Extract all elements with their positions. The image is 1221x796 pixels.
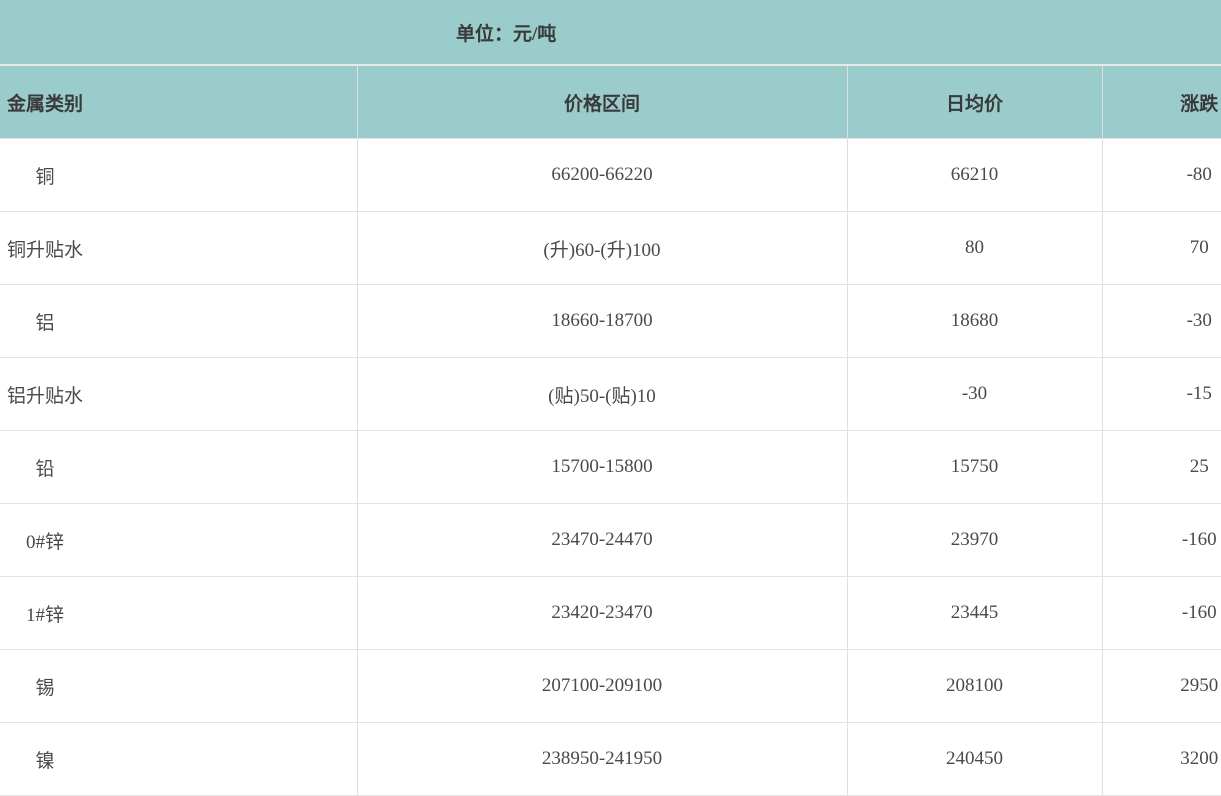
table-row: 铝升贴水 (贴)50-(贴)10 -30 -15 <box>0 357 1221 431</box>
metal-name-label: 铜 <box>35 166 55 188</box>
metal-name-label: 1#锌 <box>25 604 64 626</box>
change-cell: -15 <box>1101 357 1221 431</box>
column-header-daily-avg-price: 日均价 <box>846 66 1102 139</box>
metal-name-cell: 铝升贴水 <box>0 357 357 431</box>
column-header-price-range: 价格区间 <box>356 66 847 139</box>
metal-name-cell: 铜升贴水 <box>0 211 357 285</box>
metal-name-label: 铝 <box>35 312 55 334</box>
change-cell: 70 <box>1101 211 1221 285</box>
daily-avg-cell: 15750 <box>846 430 1102 504</box>
daily-avg-cell: 66210 <box>846 138 1102 212</box>
metal-price-table: 金属类别 价格区间 日均价 涨跌 铜 66200-66220 66210 -80 <box>0 66 1221 796</box>
metal-name-label: 铝升贴水 <box>6 385 83 407</box>
price-range-cell: 15700-15800 <box>356 430 847 504</box>
metal-name-cell: 铅 <box>0 430 357 504</box>
metal-name-cell: 1#锌 <box>0 576 357 650</box>
change-cell: 25 <box>1101 430 1221 504</box>
table-row: 镍 238950-241950 240450 3200 <box>0 722 1221 796</box>
column-header-change: 涨跌 <box>1101 66 1221 139</box>
change-cell: -160 <box>1101 576 1221 650</box>
table-row: 1#锌 23420-23470 23445 -160 <box>0 576 1221 650</box>
table-row: 铜 66200-66220 66210 -80 <box>0 138 1221 212</box>
metal-name-cell: 锡 <box>0 649 357 723</box>
change-cell: -30 <box>1101 284 1221 358</box>
unit-band: 单位：元/吨 <box>0 0 1221 66</box>
table-row: 锡 207100-209100 208100 2950 <box>0 649 1221 723</box>
table-row: 铅 15700-15800 15750 25 <box>0 430 1221 504</box>
daily-avg-cell: 23445 <box>846 576 1102 650</box>
price-range-cell: 18660-18700 <box>356 284 847 358</box>
column-header-metal-category-label: 金属类别 <box>6 93 83 115</box>
change-cell: 3200 <box>1101 722 1221 796</box>
price-range-cell: 66200-66220 <box>356 138 847 212</box>
metal-name-label: 镍 <box>35 750 55 772</box>
daily-avg-cell: 240450 <box>846 722 1102 796</box>
price-range-cell: 23420-23470 <box>356 576 847 650</box>
metal-name-label: 0#锌 <box>25 531 64 553</box>
table-row: 铜升贴水 (升)60-(升)100 80 70 <box>0 211 1221 285</box>
daily-avg-cell: 23970 <box>846 503 1102 577</box>
metal-name-label: 铜升贴水 <box>6 239 83 261</box>
price-range-cell: 207100-209100 <box>356 649 847 723</box>
daily-avg-cell: 80 <box>846 211 1102 285</box>
header-row: 金属类别 价格区间 日均价 涨跌 <box>0 66 1221 139</box>
price-range-cell: (贴)50-(贴)10 <box>356 357 847 431</box>
daily-avg-cell: -30 <box>846 357 1102 431</box>
change-cell: -80 <box>1101 138 1221 212</box>
metal-name-label: 锡 <box>35 677 55 699</box>
daily-avg-cell: 18680 <box>846 284 1102 358</box>
price-range-cell: (升)60-(升)100 <box>356 211 847 285</box>
metal-name-label: 铅 <box>35 458 55 480</box>
price-range-cell: 23470-24470 <box>356 503 847 577</box>
change-cell: 2950 <box>1101 649 1221 723</box>
unit-label: 单位：元/吨 <box>456 23 557 45</box>
column-header-metal-category: 金属类别 <box>0 66 357 139</box>
daily-avg-cell: 208100 <box>846 649 1102 723</box>
table-row: 铝 18660-18700 18680 -30 <box>0 284 1221 358</box>
change-cell: -160 <box>1101 503 1221 577</box>
metal-name-cell: 0#锌 <box>0 503 357 577</box>
metal-name-cell: 铝 <box>0 284 357 358</box>
metal-name-cell: 铜 <box>0 138 357 212</box>
metal-name-cell: 镍 <box>0 722 357 796</box>
table-body: 铜 66200-66220 66210 -80 铜升贴水 (升)60-(升)10… <box>0 138 1221 796</box>
table-row: 0#锌 23470-24470 23970 -160 <box>0 503 1221 577</box>
price-range-cell: 238950-241950 <box>356 722 847 796</box>
